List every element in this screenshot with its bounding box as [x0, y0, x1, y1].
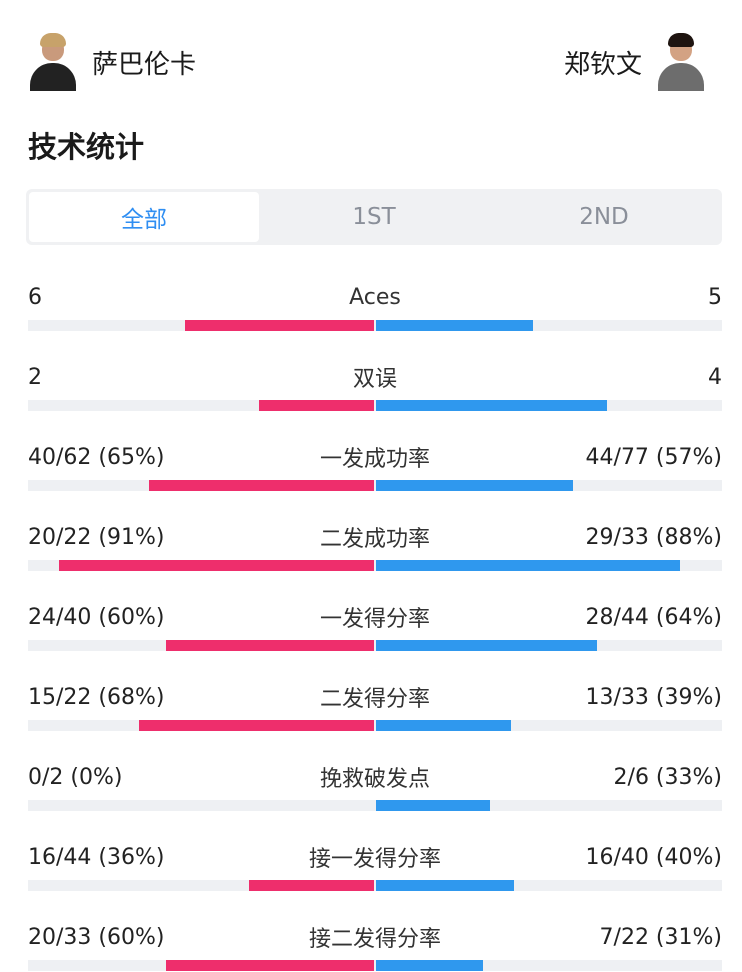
stat-row: 20/22 (91%) 29/33 (88%) 二发成功率 — [28, 520, 722, 600]
stat-bar-track — [28, 400, 722, 411]
stat-right-value: 2/6 (33%) — [613, 764, 722, 790]
stat-bar-right — [376, 640, 597, 651]
stat-bar-left — [249, 880, 374, 891]
stat-bar-left — [149, 480, 374, 491]
stat-bar-right — [376, 400, 607, 411]
player-name-right: 郑钦文 — [563, 49, 642, 80]
stat-bar-right — [376, 800, 490, 811]
player-right[interactable]: 郑钦文 — [564, 32, 708, 92]
stat-right-value: 7/22 (31%) — [599, 924, 722, 950]
stat-bar-track — [28, 480, 722, 491]
stat-right-value: 13/33 (39%) — [585, 684, 722, 710]
stat-bar-track — [28, 880, 722, 891]
stat-right-value: 16/40 (40%) — [585, 844, 722, 870]
player-name-left: 萨巴伦卡 — [92, 49, 197, 80]
stat-bar-left — [166, 640, 374, 651]
stat-bar-left — [139, 720, 374, 731]
stat-left-value: 40/62 (65%) — [28, 444, 165, 470]
stat-bar-right — [376, 560, 680, 571]
stat-bar-track — [28, 560, 722, 571]
tab-1st[interactable]: 1ST — [352, 204, 396, 230]
stat-right-value: 44/77 (57%) — [585, 444, 722, 470]
stat-left-value: 24/40 (60%) — [28, 604, 165, 630]
stat-bar-right — [376, 480, 573, 491]
player-avatar-left — [26, 33, 80, 91]
player-left[interactable]: 萨巴伦卡 — [26, 32, 196, 92]
stat-row: 20/33 (60%) 7/22 (31%) 接二发得分率 — [28, 920, 722, 972]
stat-bar-right — [376, 320, 533, 331]
stat-row: 15/22 (68%) 13/33 (39%) 二发得分率 — [28, 680, 722, 760]
stat-row: 40/62 (65%) 44/77 (57%) 一发成功率 — [28, 440, 722, 520]
section-title: 技术统计 — [28, 130, 145, 164]
stat-left-value: 16/44 (36%) — [28, 844, 165, 870]
stat-bar-left — [166, 960, 374, 971]
stat-bar-left — [259, 400, 374, 411]
stat-right-value: 5 — [708, 284, 722, 310]
stat-bar-right — [376, 880, 514, 891]
tab-2nd[interactable]: 2ND — [579, 204, 629, 230]
stat-bar-track — [28, 960, 722, 971]
match-header: 萨巴伦卡 郑钦文 — [26, 32, 708, 92]
stat-bar-left — [185, 320, 374, 331]
player-avatar-right — [654, 33, 708, 91]
stat-bar-right — [376, 720, 511, 731]
stat-bar-track — [28, 720, 722, 731]
stat-row: 16/44 (36%) 16/40 (40%) 接一发得分率 — [28, 840, 722, 920]
stat-right-value: 29/33 (88%) — [585, 524, 722, 550]
stat-bar-track — [28, 320, 722, 331]
stat-row: 0/2 (0%) 2/6 (33%) 挽救破发点 — [28, 760, 722, 840]
tab-all[interactable]: 全部 — [29, 192, 259, 242]
stat-bar-left — [59, 560, 374, 571]
stat-left-value: 15/22 (68%) — [28, 684, 165, 710]
set-tabs: 全部 1ST 2ND — [26, 189, 722, 245]
stat-right-value: 4 — [708, 364, 722, 390]
stat-left-value: 0/2 (0%) — [28, 764, 123, 790]
stat-left-value: 20/33 (60%) — [28, 924, 165, 950]
stat-right-value: 28/44 (64%) — [585, 604, 722, 630]
stat-left-value: 6 — [28, 284, 42, 310]
stat-row: 24/40 (60%) 28/44 (64%) 一发得分率 — [28, 600, 722, 680]
stat-bar-right — [376, 960, 483, 971]
stat-bar-track — [28, 640, 722, 651]
stat-bar-track — [28, 800, 722, 811]
stat-left-value: 2 — [28, 364, 42, 390]
stat-left-value: 20/22 (91%) — [28, 524, 165, 550]
